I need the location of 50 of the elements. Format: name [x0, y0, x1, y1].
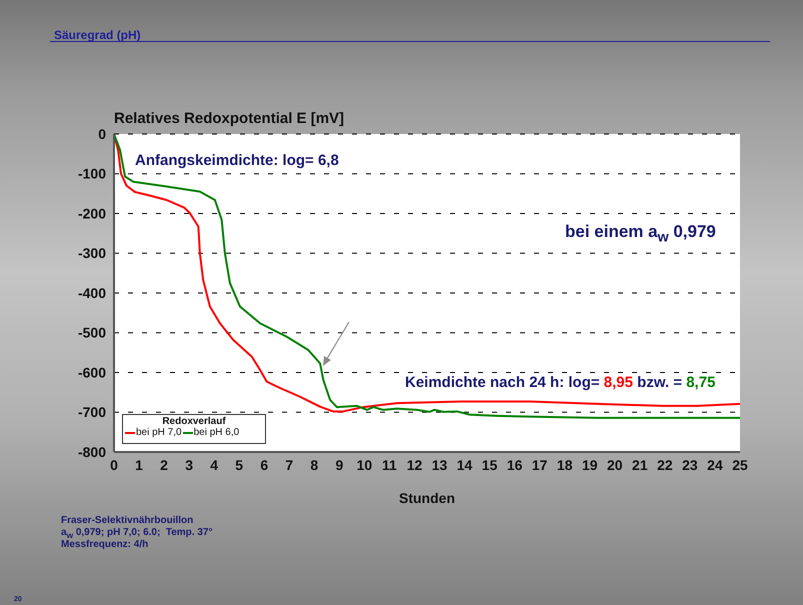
- x-tick-label: 13: [432, 456, 448, 473]
- x-tick-label: 2: [160, 456, 168, 473]
- x-tick-label: 5: [235, 456, 244, 473]
- x-axis-title: Stunden: [398, 490, 456, 506]
- x-tick-label: 21: [632, 456, 648, 473]
- x-tick-label: 18: [556, 456, 573, 473]
- annotation: Anfangskeimdichte: log= 6,8: [135, 152, 339, 169]
- legend-label: bei pH 7,0: [136, 427, 182, 438]
- y-tick-label: -300: [78, 245, 106, 262]
- x-tick-label: 11: [382, 456, 398, 473]
- x-tick-label: 10: [356, 456, 372, 473]
- annotation: bzw. =: [637, 374, 684, 391]
- x-tick-label: 16: [506, 456, 523, 473]
- x-tick-label: 17: [532, 456, 548, 473]
- y-tick-label: -200: [78, 205, 106, 222]
- x-tick-label: 15: [482, 456, 498, 473]
- text: Messfrequenz: 4/h: [61, 539, 148, 550]
- annotation: 8,75: [686, 374, 716, 391]
- y-tick-label: -600: [78, 364, 106, 380]
- chart-title: Säuregrad (pH): [54, 28, 141, 42]
- legend-title: Redoxverlauf: [161, 416, 227, 427]
- x-tick-label: 23: [682, 456, 698, 473]
- x-tick-label: 1: [135, 456, 144, 473]
- x-tick-label: 22: [657, 456, 673, 473]
- x-tick-label: 19: [582, 456, 598, 473]
- y-tick-label: -800: [78, 444, 106, 460]
- x-tick-label: 0: [110, 456, 118, 473]
- x-tick-label: 6: [260, 456, 268, 473]
- x-tick-label: 20: [607, 456, 623, 473]
- y-tick-label: -700: [78, 404, 106, 420]
- x-tick-label: 3: [185, 456, 194, 473]
- annotation: Keimdichte nach 24 h: log=: [405, 374, 601, 391]
- y-tick-label: -500: [78, 324, 106, 341]
- x-tick-label: 25: [732, 456, 748, 473]
- text: Fraser-Selektivnährbouillon: [61, 515, 194, 526]
- x-tick-label: 24: [707, 456, 723, 473]
- y-tick-label: -100: [78, 166, 106, 182]
- x-tick-label: 9: [335, 456, 344, 473]
- y-axis-title: Relatives Redoxpotential E [mV]: [114, 110, 344, 127]
- x-tick-label: 14: [456, 456, 473, 473]
- legend-label: bei pH 6,0: [194, 427, 240, 438]
- annotation: 8,95: [604, 374, 634, 391]
- x-tick-label: 8: [310, 456, 318, 473]
- annotation: bei einem a$_{w}$ 0,979: [565, 222, 716, 246]
- x-tick-label: 7: [285, 456, 294, 473]
- x-tick-label: 12: [406, 456, 422, 473]
- x-tick-label: 4: [210, 456, 218, 473]
- y-tick-label: -400: [78, 284, 106, 301]
- y-tick-label: 0: [98, 126, 106, 142]
- text: a$_{w}$ 0,979; pH 7,0; 6.0; Temp. 37°: [61, 527, 212, 540]
